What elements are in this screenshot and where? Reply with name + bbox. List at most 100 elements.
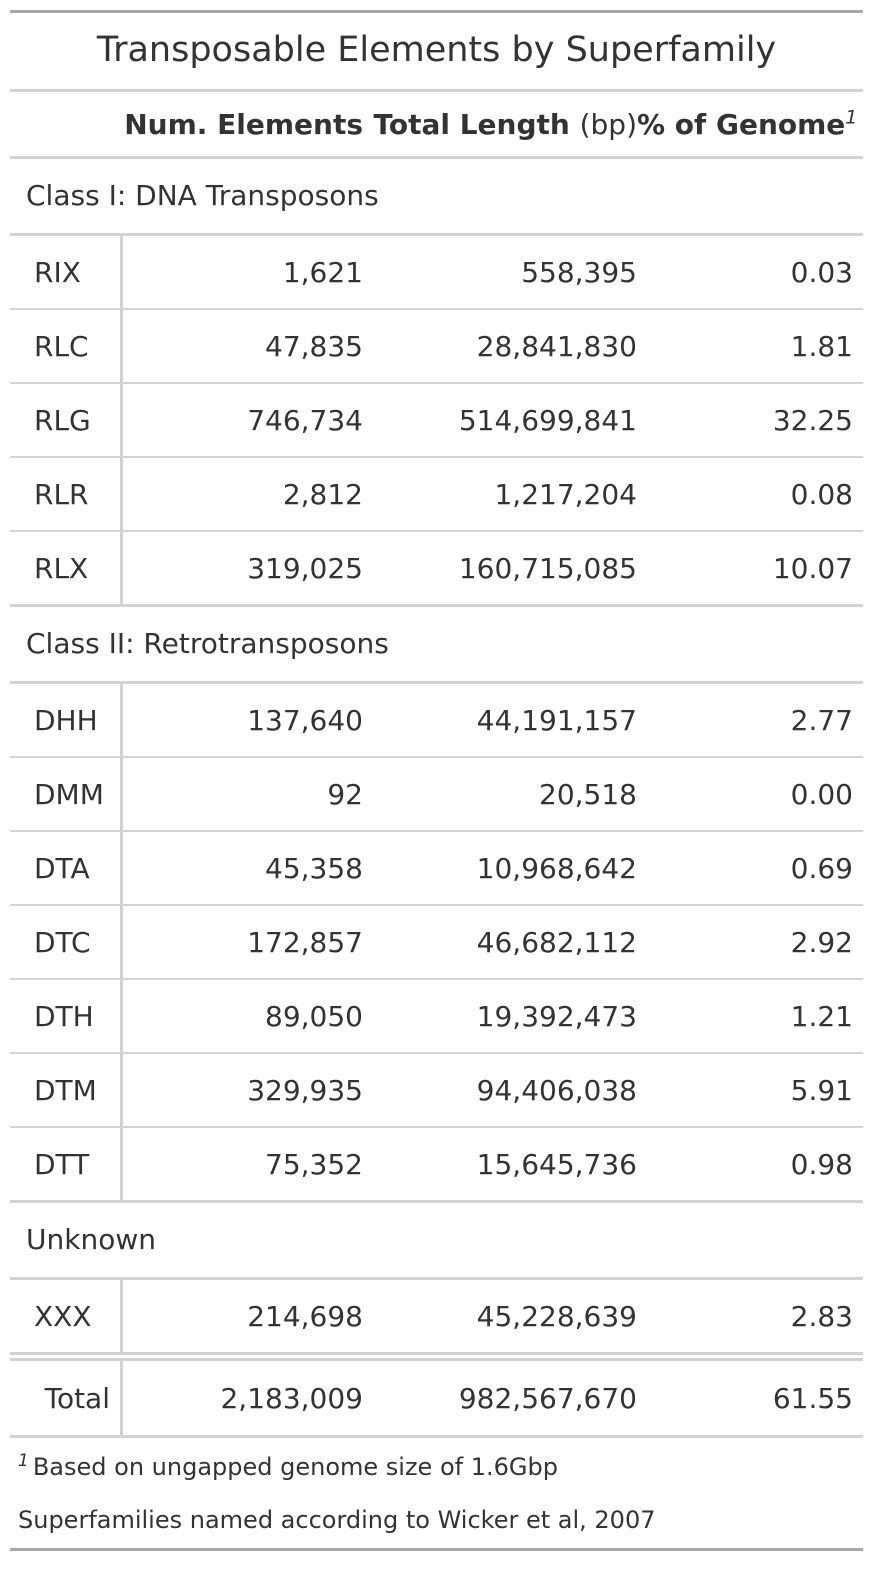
num-elements-cell: 47,835 — [265, 329, 363, 363]
total-length-cell: 44,191,157 — [476, 703, 637, 737]
pct-genome-cell: 2.77 — [790, 703, 853, 737]
title-divider — [10, 89, 863, 92]
num-elements-cell: 319,025 — [247, 551, 363, 585]
table-row: DTT 75,352 15,645,736 0.98 — [10, 1128, 863, 1200]
pct-genome-cell: 0.08 — [790, 477, 853, 511]
table-row: DTC 172,857 46,682,112 2.92 — [10, 906, 863, 978]
total-length-cell: 1,217,204 — [494, 477, 637, 511]
table-row: DMM 92 20,518 0.00 — [10, 758, 863, 830]
superfamily-name: RIX — [10, 236, 123, 308]
pct-genome-cell: 0.00 — [790, 777, 853, 811]
total-length-cell: 46,682,112 — [476, 925, 637, 959]
pct-genome-cell: 2.83 — [790, 1299, 853, 1333]
table-row: RLX 319,025 160,715,085 10.07 — [10, 532, 863, 604]
header-num-elements: Num. Elements — [124, 107, 363, 141]
group-heading: Class I: DNA Transposons — [26, 179, 379, 212]
column-header-row: Num. Elements Total Length (bp) % of Gen… — [10, 92, 863, 156]
footnote-mark: 1 — [18, 1451, 29, 1471]
total-num: 2,183,009 — [220, 1381, 363, 1415]
num-elements-cell: 1,621 — [282, 255, 363, 289]
table-row: DTM 329,935 94,406,038 5.91 — [10, 1054, 863, 1126]
total-length: 982,567,670 — [458, 1381, 637, 1415]
pct-genome-cell: 1.21 — [790, 999, 853, 1033]
row-divider — [10, 1052, 863, 1054]
group-top-rule — [10, 1200, 863, 1203]
num-elements-cell: 2,812 — [282, 477, 363, 511]
row-divider — [10, 756, 863, 758]
num-elements-cell: 92 — [327, 777, 363, 811]
group-heading: Unknown — [26, 1223, 156, 1256]
total-row: Total 2,183,009 982,567,670 61.55 — [10, 1361, 863, 1435]
row-divider — [10, 978, 863, 980]
pct-genome-cell: 0.03 — [790, 255, 853, 289]
superfamily-name: DMM — [10, 758, 123, 830]
table-top-rule — [10, 10, 863, 13]
pct-genome-cell: 10.07 — [772, 551, 853, 585]
total-length-cell: 15,645,736 — [476, 1147, 637, 1181]
table-row: RLC 47,835 28,841,830 1.81 — [10, 310, 863, 382]
total-pct: 61.55 — [772, 1381, 853, 1415]
pct-genome-cell: 0.98 — [790, 1147, 853, 1181]
row-divider — [10, 456, 863, 458]
total-length-cell: 94,406,038 — [476, 1073, 637, 1107]
table-row: RIX 1,621 558,395 0.03 — [10, 236, 863, 308]
pct-genome-cell: 1.81 — [790, 329, 853, 363]
num-elements-cell: 137,640 — [247, 703, 363, 737]
total-length-cell: 10,968,642 — [476, 851, 637, 885]
group-top-rule — [10, 156, 863, 159]
num-elements-cell: 329,935 — [247, 1073, 363, 1107]
total-length-cell: 28,841,830 — [476, 329, 637, 363]
row-divider — [10, 1126, 863, 1128]
superfamily-name: RLR — [10, 458, 123, 530]
table-title: Transposable Elements by Superfamily — [96, 30, 777, 70]
total-length-cell: 19,392,473 — [476, 999, 637, 1033]
superfamily-name: DTA — [10, 832, 123, 904]
num-elements-cell: 746,734 — [247, 403, 363, 437]
row-divider — [10, 382, 863, 384]
header-footnote-mark: 1 — [845, 106, 858, 129]
row-divider — [10, 904, 863, 906]
superfamily-name: XXX — [10, 1280, 123, 1352]
group-heading-rule — [10, 1277, 863, 1280]
group-heading-rule — [10, 681, 863, 684]
header-pct-genome: % of Genome1 — [637, 108, 863, 141]
total-length-cell: 514,699,841 — [458, 403, 637, 437]
total-length-cell: 160,715,085 — [458, 551, 637, 585]
superfamily-name: DTH — [10, 980, 123, 1052]
table-row: DHH 137,640 44,191,157 2.77 — [10, 684, 863, 756]
header-total-length-label: Total Length — [373, 107, 570, 141]
pct-genome-cell: 2.92 — [790, 925, 853, 959]
pct-genome-cell: 5.91 — [790, 1073, 853, 1107]
group-heading: Class II: Retrotransposons — [26, 627, 389, 660]
num-elements-cell: 89,050 — [265, 999, 363, 1033]
total-label: Total — [10, 1361, 123, 1435]
header-total-length: Total Length (bp) — [363, 108, 637, 141]
te-summary-table: Transposable Elements by Superfamily Num… — [10, 10, 863, 1551]
table-row: DTA 45,358 10,968,642 0.69 — [10, 832, 863, 904]
superfamily-name: RLG — [10, 384, 123, 456]
row-divider — [10, 530, 863, 532]
header-total-length-unit: (bp) — [579, 107, 637, 141]
table-row: RLG 746,734 514,699,841 32.25 — [10, 384, 863, 456]
superfamily-name: DHH — [10, 684, 123, 756]
superfamily-name: RLC — [10, 310, 123, 382]
footnote: 1 Based on ungapped genome size of 1.6Gbp — [10, 1438, 863, 1494]
pct-genome-cell: 32.25 — [772, 403, 853, 437]
num-elements-cell: 75,352 — [265, 1147, 363, 1181]
group-top-rule — [10, 604, 863, 607]
table-row: XXX 214,698 45,228,639 2.83 — [10, 1280, 863, 1352]
table-row: RLR 2,812 1,217,204 0.08 — [10, 458, 863, 530]
table-body: Class I: DNA Transposons RIX 1,621 558,395 0… — [10, 156, 863, 1352]
footer-divider — [10, 1435, 863, 1438]
total-length-cell: 20,518 — [539, 777, 637, 811]
table-bottom-rule — [10, 1548, 863, 1551]
source-note: Superfamilies named according to Wicker … — [18, 1506, 656, 1534]
footnote-text: Based on ungapped genome size of 1.6Gbp — [32, 1453, 558, 1481]
total-length-cell: 45,228,639 — [476, 1299, 637, 1333]
num-elements-cell: 214,698 — [247, 1299, 363, 1333]
row-divider — [10, 830, 863, 832]
num-elements-cell: 45,358 — [265, 851, 363, 885]
num-elements-cell: 172,857 — [247, 925, 363, 959]
group-heading-rule — [10, 233, 863, 236]
superfamily-name: DTM — [10, 1054, 123, 1126]
